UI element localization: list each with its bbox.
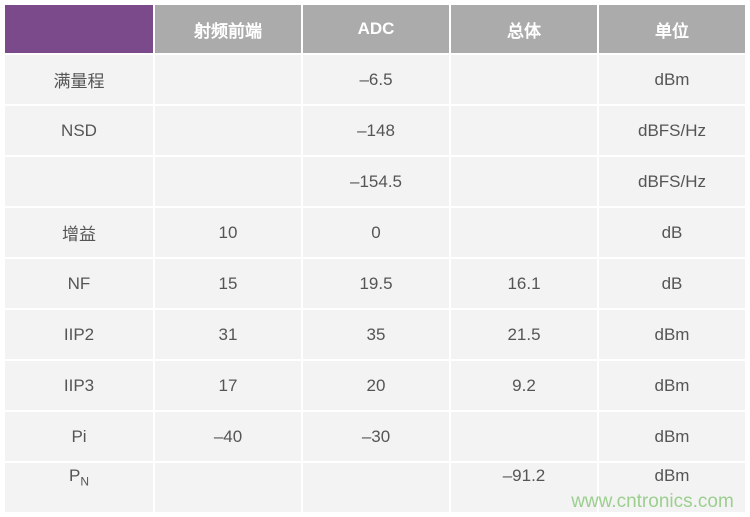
- cell-rf-frontend-text: –40: [213, 426, 243, 446]
- cell-total: 16.1: [451, 259, 597, 308]
- cell-adc: 0: [303, 208, 449, 257]
- cell-unit-text: dBFS/Hz: [637, 120, 707, 140]
- cell-unit-text: dBm: [654, 324, 690, 344]
- row-label: 满量程: [5, 55, 153, 104]
- cell-rf-frontend: [155, 463, 301, 512]
- cell-adc: –148: [303, 106, 449, 155]
- cell-unit: dBm: [599, 412, 745, 461]
- table-row: IIP2 31 35 21.5 dBm: [5, 310, 745, 359]
- table-row: Pi –40 –30 dBm: [5, 412, 745, 461]
- row-label-subscript: N: [80, 474, 89, 489]
- cell-adc-text: 19.5: [359, 273, 393, 293]
- row-label-text: IIP2: [63, 324, 95, 344]
- row-label: NF: [5, 259, 153, 308]
- table-row: PN –91.2 dBm: [5, 463, 745, 512]
- cell-adc-text: –148: [357, 120, 395, 140]
- cell-rf-frontend: 15: [155, 259, 301, 308]
- cell-total: –91.2: [451, 463, 597, 512]
- table-row: NF 15 19.5 16.1 dB: [5, 259, 745, 308]
- cell-rf-frontend: 31: [155, 310, 301, 359]
- cell-rf-frontend-text: 10: [218, 222, 238, 242]
- cell-total-text: 21.5: [507, 324, 541, 344]
- cell-unit: dB: [599, 208, 745, 257]
- cell-total: [451, 208, 597, 257]
- cell-adc-text: 0: [371, 222, 381, 242]
- cell-adc: 20: [303, 361, 449, 410]
- row-label: [5, 157, 153, 206]
- row-label: Pi: [5, 412, 153, 461]
- cell-total-text: 16.1: [507, 273, 541, 293]
- cell-adc-text: –6.5: [359, 69, 393, 89]
- cell-rf-frontend: 10: [155, 208, 301, 257]
- cell-unit: dBm: [599, 361, 745, 410]
- cell-unit-text: dBm: [654, 466, 690, 485]
- cell-total: [451, 106, 597, 155]
- header-total: 总体: [451, 5, 597, 53]
- row-label: IIP2: [5, 310, 153, 359]
- table-row: 满量程 –6.5 dBm: [5, 55, 745, 104]
- cell-unit: dB: [599, 259, 745, 308]
- table-row: –154.5 dBFS/Hz: [5, 157, 745, 206]
- row-label-text: NSD: [61, 120, 97, 140]
- cell-rf-frontend: [155, 157, 301, 206]
- cell-rf-frontend: 17: [155, 361, 301, 410]
- cell-rf-frontend-text: 15: [218, 273, 238, 293]
- row-label-text: 增益: [62, 225, 96, 244]
- cell-total: 21.5: [451, 310, 597, 359]
- table-row: NSD –148 dBFS/Hz: [5, 106, 745, 155]
- row-label: PN: [5, 463, 153, 512]
- header-corner: [5, 5, 153, 53]
- row-label-text: P: [68, 466, 81, 485]
- cell-adc-text: 35: [366, 324, 386, 344]
- cell-adc-text: –30: [361, 426, 391, 446]
- cell-total: 9.2: [451, 361, 597, 410]
- cell-unit: dBFS/Hz: [599, 157, 745, 206]
- row-label: NSD: [5, 106, 153, 155]
- cell-total: [451, 55, 597, 104]
- header-rf-frontend: 射频前端: [155, 5, 301, 53]
- row-label-text: IIP3: [63, 375, 95, 395]
- cell-rf-frontend: [155, 55, 301, 104]
- cell-unit-text: dBFS/Hz: [637, 171, 707, 191]
- cell-adc: –30: [303, 412, 449, 461]
- cell-adc: [303, 463, 449, 512]
- row-label: 增益: [5, 208, 153, 257]
- cell-unit: dBFS/Hz: [599, 106, 745, 155]
- cell-unit: dBm: [599, 463, 745, 512]
- row-label-text: Pi: [71, 426, 87, 446]
- cell-rf-frontend-text: 31: [218, 324, 238, 344]
- cell-unit: dBm: [599, 310, 745, 359]
- row-label: IIP3: [5, 361, 153, 410]
- cell-adc-text: –154.5: [350, 171, 402, 191]
- cell-unit-text: dBm: [654, 375, 690, 395]
- cell-unit-text: dBm: [654, 69, 690, 89]
- row-label-text: NF: [67, 273, 91, 293]
- cell-unit-text: dB: [661, 273, 683, 293]
- cell-rf-frontend: –40: [155, 412, 301, 461]
- watermark: www.cntronics.com: [571, 491, 734, 512]
- cell-adc: 35: [303, 310, 449, 359]
- table-row: IIP3 17 20 9.2 dBm: [5, 361, 745, 410]
- cell-adc-text: 20: [366, 375, 386, 395]
- cell-rf-frontend-text: 17: [218, 375, 238, 395]
- table-row: 增益 10 0 dB: [5, 208, 745, 257]
- cell-total: [451, 157, 597, 206]
- header-adc: ADC: [303, 5, 449, 53]
- cell-unit-text: dBm: [654, 426, 690, 446]
- cell-total-text: –91.2: [502, 466, 546, 485]
- cell-total: [451, 412, 597, 461]
- cell-total-text: 9.2: [512, 375, 536, 395]
- cell-rf-frontend: [155, 106, 301, 155]
- header-unit: 单位: [599, 5, 745, 53]
- cell-unit-text: dB: [661, 222, 683, 242]
- cell-adc: –154.5: [303, 157, 449, 206]
- cell-adc: 19.5: [303, 259, 449, 308]
- cell-adc: –6.5: [303, 55, 449, 104]
- row-label-text: 满量程: [53, 72, 105, 91]
- specs-table: 射频前端 ADC 总体 单位 满量程 –6.5 dBm NSD –148 dBFS/Hz –…: [3, 3, 747, 514]
- cell-unit: dBm: [599, 55, 745, 104]
- header-row: 射频前端 ADC 总体 单位: [5, 5, 745, 53]
